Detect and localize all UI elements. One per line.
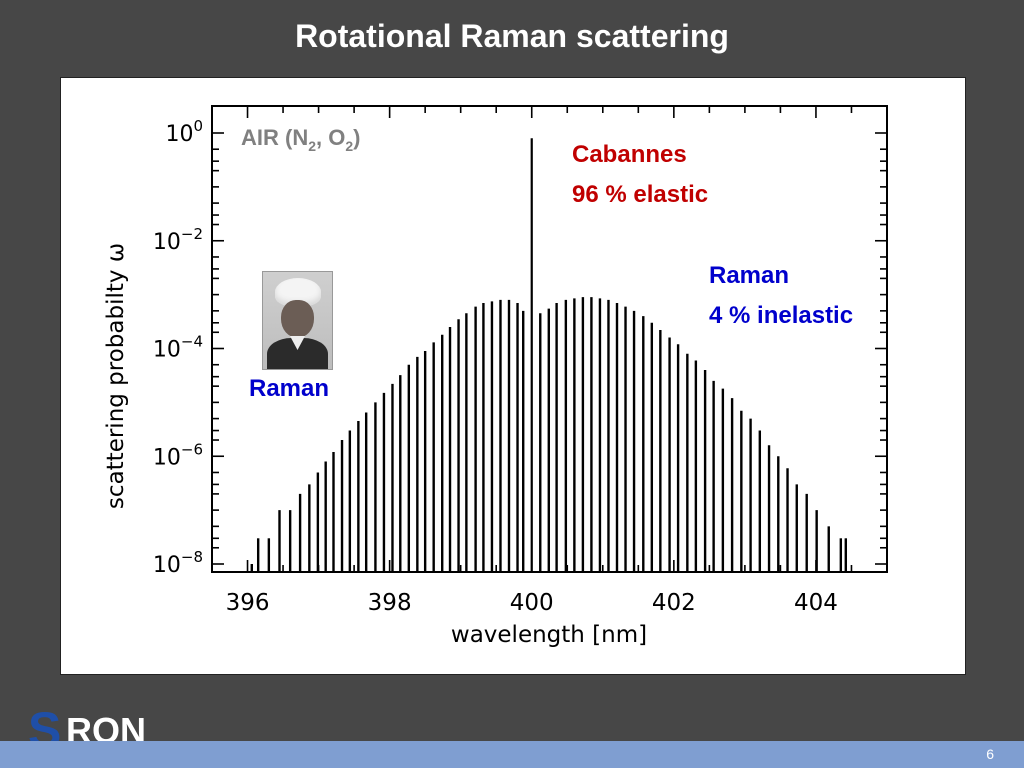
x-tick-label-1: 398 [368, 590, 412, 616]
x-tick-label-0: 396 [226, 590, 270, 616]
y-tick-label-exp-4: −8 [181, 548, 203, 566]
y-tick-label-exp-2: −4 [181, 333, 203, 351]
cabannes-percent-label: 96 % elastic [572, 181, 708, 208]
y-tick-label-0: 100 [165, 117, 203, 147]
x-tick-label-2: 400 [510, 590, 554, 616]
y-tick-label-1: 10−2 [153, 225, 203, 255]
y-tick-label-exp-0: 0 [193, 117, 203, 135]
air-sub-o: 2 [345, 138, 353, 154]
x-tick-label-3: 402 [652, 590, 696, 616]
x-axis-ticks: 396 398 400 402 404 [226, 106, 888, 616]
y-tick-label-base-2: 10 [153, 338, 181, 363]
chart-panel: 396 398 400 402 404 100 10−2 10−4 10−6 10−8 wave… [60, 77, 966, 675]
footer-bar [0, 741, 1024, 768]
air-annotation: AIR (N2, O2) [241, 125, 360, 154]
x-tick-label-4: 404 [794, 590, 838, 616]
spectral-lines [250, 297, 847, 572]
y-axis-label: scattering probabilty ω [103, 243, 129, 509]
raman-label: Raman [709, 262, 789, 289]
y-tick-label-2: 10−4 [153, 333, 203, 363]
cabannes-label: Cabannes [572, 141, 687, 168]
y-tick-label-3: 10−6 [153, 440, 203, 470]
y-tick-label-base-4: 10 [153, 553, 181, 578]
air-end: ) [353, 125, 360, 150]
raman-percent-label: 4 % inelastic [709, 302, 853, 329]
y-tick-label-exp-3: −6 [181, 440, 203, 458]
y-tick-label-base-1: 10 [153, 230, 181, 255]
portrait-face [281, 300, 314, 338]
page-number: 6 [986, 746, 994, 762]
photo-caption: Raman [249, 375, 329, 402]
raman-portrait-photo [262, 271, 333, 370]
plot-frame [211, 105, 888, 573]
x-axis-label: wavelength [nm] [451, 622, 647, 648]
y-tick-label-base-0: 10 [165, 122, 193, 147]
air-mid: , O [316, 125, 345, 150]
y-tick-label-exp-1: −2 [181, 225, 203, 243]
slide-title: Rotational Raman scattering [295, 18, 729, 54]
y-tick-label-base-3: 10 [153, 445, 181, 470]
air-text: AIR (N [241, 125, 308, 150]
air-sub-n: 2 [308, 138, 316, 154]
y-tick-label-4: 10−8 [153, 548, 203, 578]
